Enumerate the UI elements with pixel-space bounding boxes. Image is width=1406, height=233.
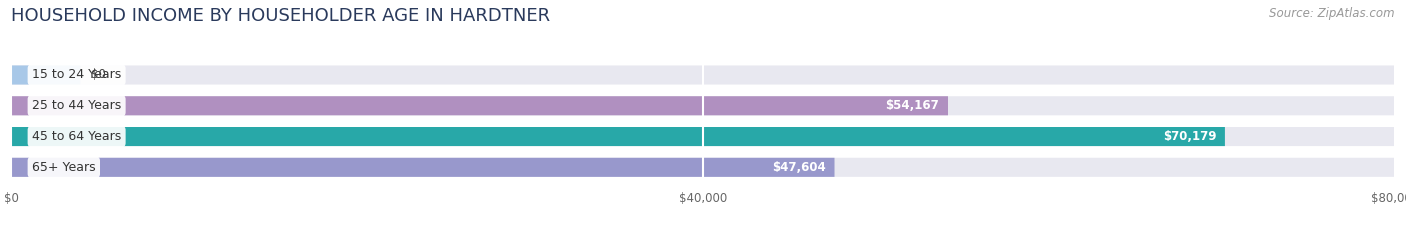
FancyBboxPatch shape: [11, 96, 1395, 115]
Text: 65+ Years: 65+ Years: [32, 161, 96, 174]
FancyBboxPatch shape: [11, 127, 1225, 146]
Text: 25 to 44 Years: 25 to 44 Years: [32, 99, 121, 112]
FancyBboxPatch shape: [11, 158, 835, 177]
FancyBboxPatch shape: [11, 65, 80, 85]
FancyBboxPatch shape: [11, 127, 1395, 146]
Text: 45 to 64 Years: 45 to 64 Years: [32, 130, 121, 143]
Text: 15 to 24 Years: 15 to 24 Years: [32, 69, 121, 82]
FancyBboxPatch shape: [11, 65, 1395, 85]
Text: $70,179: $70,179: [1163, 130, 1216, 143]
Text: Source: ZipAtlas.com: Source: ZipAtlas.com: [1270, 7, 1395, 20]
Text: HOUSEHOLD INCOME BY HOUSEHOLDER AGE IN HARDTNER: HOUSEHOLD INCOME BY HOUSEHOLDER AGE IN H…: [11, 7, 550, 25]
Text: $54,167: $54,167: [886, 99, 939, 112]
Text: $47,604: $47,604: [772, 161, 825, 174]
FancyBboxPatch shape: [11, 96, 948, 115]
Text: $0: $0: [91, 69, 105, 82]
FancyBboxPatch shape: [11, 158, 1395, 177]
